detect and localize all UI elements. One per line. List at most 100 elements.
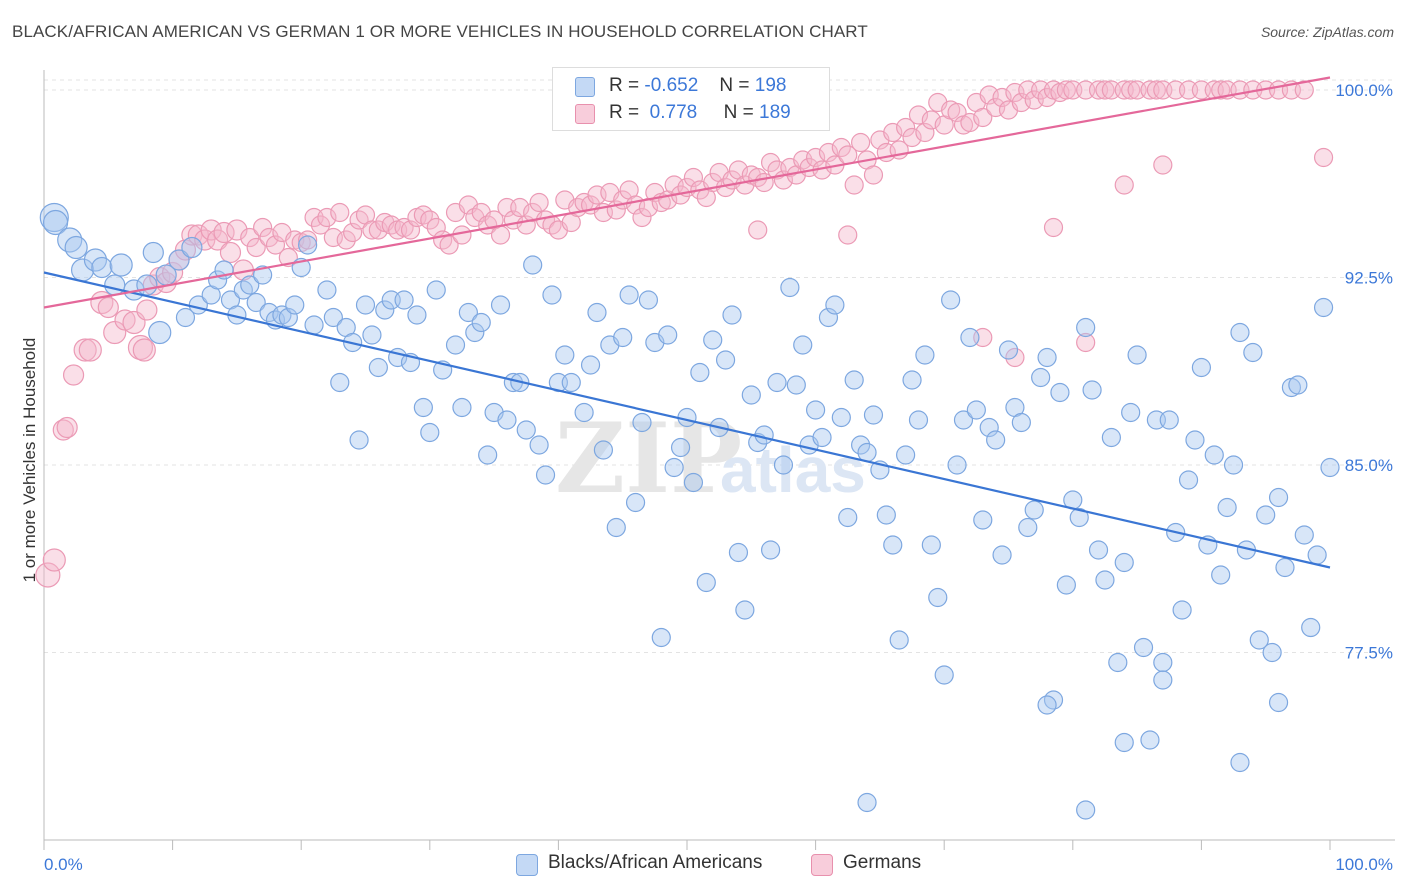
germans-point <box>310 215 331 235</box>
blacks-point <box>773 455 794 475</box>
blacks-point <box>638 290 659 310</box>
blacks-point <box>619 285 639 305</box>
blacks-point <box>651 627 671 648</box>
blacks-point <box>109 253 133 277</box>
legend-swatch-blacks <box>575 77 595 97</box>
y-tick-label: 85.0% <box>1345 456 1393 475</box>
germans-point <box>947 102 967 123</box>
germans-point <box>368 220 388 240</box>
germans-point <box>349 210 369 230</box>
blacks-point <box>1159 410 1179 430</box>
germans-point <box>915 122 935 143</box>
bottom-legend-label-germans: Germans <box>843 852 922 873</box>
blacks-point <box>966 400 986 420</box>
blacks-point <box>1294 525 1314 545</box>
blacks-point <box>1140 730 1160 750</box>
blacks-point <box>844 370 864 390</box>
blacks-point <box>1313 297 1334 318</box>
germans-point <box>413 205 433 225</box>
blacks-point <box>1178 470 1199 490</box>
germans-point <box>78 338 102 362</box>
blacks-point <box>876 505 896 525</box>
blacks-point <box>793 335 813 355</box>
germans-trend-line <box>43 76 1331 309</box>
blacks-point <box>1211 565 1231 585</box>
blacks-trend-line <box>43 271 1331 569</box>
blacks-point <box>670 437 691 458</box>
blacks-point <box>883 535 903 555</box>
blacks-point <box>1249 630 1269 650</box>
germans-point <box>56 416 78 439</box>
blacks-point <box>863 405 884 425</box>
blacks-point <box>1050 382 1070 403</box>
germans-point <box>213 221 235 244</box>
germans-point <box>400 220 421 240</box>
blacks-point <box>104 274 126 296</box>
blacks-point <box>921 535 941 555</box>
blacks-point <box>941 290 961 310</box>
blacks-point <box>613 327 633 348</box>
blacks-point <box>148 320 172 345</box>
blacks-point <box>1204 445 1224 465</box>
germans-point <box>683 167 704 188</box>
bottom-legend-swatch-germans <box>811 854 833 876</box>
germans-point <box>42 548 66 572</box>
germans-point <box>992 87 1012 108</box>
blacks-point <box>703 330 723 350</box>
blacks-point <box>1307 545 1327 565</box>
blacks-point <box>42 209 69 236</box>
blacks-point <box>658 325 678 345</box>
germans-point <box>908 105 929 125</box>
blacks-point <box>896 445 916 465</box>
germans-point <box>632 207 652 228</box>
blacks-point <box>535 465 556 485</box>
blacks-point <box>91 256 113 279</box>
legend-row-germans: R = 0.778 N = 189 <box>575 102 791 126</box>
blacks-point <box>1133 637 1154 658</box>
germans-point <box>805 147 826 168</box>
blacks-point <box>1114 552 1134 573</box>
blacks-point <box>825 295 845 315</box>
blacks-point <box>632 412 652 433</box>
legend-r-value-blacks: -0.652 <box>644 75 699 96</box>
germans-point <box>73 338 97 362</box>
blacks-point <box>851 435 871 455</box>
germans-point <box>831 137 851 158</box>
blacks-point <box>754 425 774 445</box>
germans-point <box>265 235 286 255</box>
germans-point <box>114 309 136 331</box>
blacks-point <box>593 440 614 460</box>
blacks-point <box>786 375 806 395</box>
blacks-point <box>465 322 485 343</box>
blacks-point <box>606 517 626 538</box>
blacks-point <box>349 430 369 450</box>
blacks-point <box>818 307 839 328</box>
blacks-point <box>471 312 491 333</box>
germans-point <box>35 562 61 588</box>
blacks-point <box>478 445 498 465</box>
blacks-point <box>420 422 440 443</box>
blacks-point <box>1018 517 1038 538</box>
blacks-point <box>529 435 549 455</box>
germans-point <box>1146 80 1166 100</box>
blacks-point <box>1191 357 1212 378</box>
blacks-point <box>253 265 273 285</box>
germans-point <box>1313 147 1334 168</box>
blacks-point <box>580 355 601 375</box>
germans-point <box>240 227 260 248</box>
blacks-point <box>722 305 742 325</box>
germans-point <box>132 338 156 362</box>
blacks-point <box>986 430 1006 450</box>
blacks-point <box>728 542 749 563</box>
blacks-point <box>175 307 196 328</box>
y-tick-label: 77.5% <box>1345 644 1393 663</box>
germans-point <box>760 152 781 173</box>
blacks-point <box>426 280 446 300</box>
germans-point <box>902 127 922 148</box>
blacks-point <box>497 410 517 430</box>
legend-n-label: N = <box>723 102 754 123</box>
blacks-point <box>973 510 993 530</box>
blacks-point <box>1127 345 1147 365</box>
blacks-point <box>760 540 781 560</box>
germans-point <box>52 419 74 441</box>
